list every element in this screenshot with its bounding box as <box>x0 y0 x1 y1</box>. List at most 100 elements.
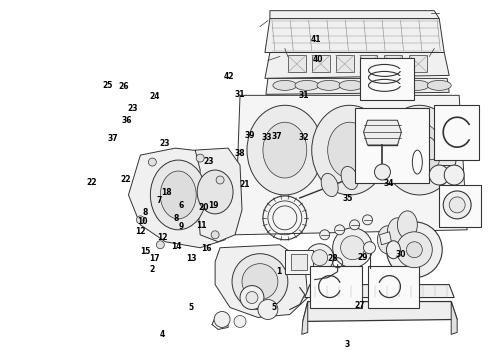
Ellipse shape <box>363 215 372 225</box>
Ellipse shape <box>374 164 391 180</box>
Text: 31: 31 <box>235 90 245 99</box>
Ellipse shape <box>156 241 164 249</box>
Ellipse shape <box>148 158 156 166</box>
Polygon shape <box>379 232 392 245</box>
Polygon shape <box>265 53 449 78</box>
Text: 11: 11 <box>196 221 206 230</box>
Ellipse shape <box>317 80 341 90</box>
Ellipse shape <box>295 80 319 90</box>
Polygon shape <box>288 55 306 72</box>
Text: 34: 34 <box>384 179 394 188</box>
Ellipse shape <box>387 222 442 278</box>
Ellipse shape <box>361 80 385 90</box>
Text: 37: 37 <box>271 132 282 141</box>
Text: 10: 10 <box>137 217 148 226</box>
Text: 19: 19 <box>208 201 219 210</box>
Text: 6: 6 <box>179 201 184 210</box>
Text: 28: 28 <box>327 255 338 264</box>
Ellipse shape <box>341 236 365 260</box>
Text: 24: 24 <box>149 92 160 101</box>
Ellipse shape <box>429 165 449 185</box>
Ellipse shape <box>406 242 422 258</box>
Text: 36: 36 <box>122 116 132 125</box>
Ellipse shape <box>421 136 438 160</box>
Ellipse shape <box>388 218 407 246</box>
Ellipse shape <box>341 166 358 190</box>
Text: 4: 4 <box>159 330 165 339</box>
Ellipse shape <box>443 191 471 219</box>
Polygon shape <box>235 95 467 235</box>
Bar <box>291 254 307 270</box>
Ellipse shape <box>387 241 400 259</box>
Text: 31: 31 <box>298 91 309 100</box>
Text: 9: 9 <box>179 222 184 231</box>
Text: 17: 17 <box>149 254 160 263</box>
Text: 7: 7 <box>157 196 162 205</box>
Ellipse shape <box>427 80 451 90</box>
Ellipse shape <box>273 80 297 90</box>
Text: 8: 8 <box>174 214 179 223</box>
Ellipse shape <box>364 242 375 254</box>
Text: 33: 33 <box>262 133 272 142</box>
Ellipse shape <box>449 197 465 213</box>
Ellipse shape <box>246 292 258 303</box>
Polygon shape <box>305 285 454 298</box>
Ellipse shape <box>136 216 145 224</box>
Ellipse shape <box>397 122 441 178</box>
Text: 29: 29 <box>357 253 368 262</box>
Text: 22: 22 <box>120 175 131 184</box>
Text: 5: 5 <box>272 303 277 312</box>
Text: 5: 5 <box>189 303 194 312</box>
Text: 23: 23 <box>159 139 170 148</box>
Text: 23: 23 <box>127 104 138 113</box>
Polygon shape <box>270 11 439 19</box>
Ellipse shape <box>383 80 407 90</box>
Ellipse shape <box>335 225 344 235</box>
Ellipse shape <box>401 144 418 167</box>
Text: 20: 20 <box>198 203 209 212</box>
Bar <box>360 58 415 100</box>
Ellipse shape <box>211 231 219 239</box>
Ellipse shape <box>312 105 388 195</box>
Text: 1: 1 <box>276 267 282 276</box>
Polygon shape <box>336 55 354 72</box>
Text: 37: 37 <box>108 134 119 143</box>
Text: 16: 16 <box>201 244 211 253</box>
Text: 8: 8 <box>142 208 147 217</box>
Text: 38: 38 <box>235 149 245 158</box>
Polygon shape <box>128 148 235 248</box>
Polygon shape <box>409 55 427 72</box>
Polygon shape <box>265 19 444 53</box>
Ellipse shape <box>258 300 278 319</box>
Text: 3: 3 <box>345 341 350 350</box>
Text: 14: 14 <box>172 242 182 251</box>
Polygon shape <box>266 78 449 94</box>
Ellipse shape <box>382 105 457 195</box>
Bar <box>439 185 481 227</box>
Ellipse shape <box>333 228 372 268</box>
Text: 39: 39 <box>245 131 255 140</box>
Polygon shape <box>451 302 457 334</box>
Text: 26: 26 <box>119 82 129 91</box>
Ellipse shape <box>396 232 432 268</box>
Text: 23: 23 <box>203 157 214 166</box>
Ellipse shape <box>216 176 224 184</box>
Ellipse shape <box>247 105 323 195</box>
Text: 18: 18 <box>162 188 172 197</box>
Polygon shape <box>360 55 377 72</box>
Polygon shape <box>385 55 402 72</box>
Ellipse shape <box>349 220 360 230</box>
Text: 30: 30 <box>396 250 406 259</box>
Ellipse shape <box>405 80 429 90</box>
Text: 13: 13 <box>186 255 196 264</box>
Ellipse shape <box>263 122 307 178</box>
Text: 32: 32 <box>298 133 309 142</box>
Text: 12: 12 <box>135 228 146 237</box>
Ellipse shape <box>242 264 278 300</box>
Ellipse shape <box>196 154 204 162</box>
Ellipse shape <box>234 315 246 328</box>
Polygon shape <box>303 302 457 321</box>
Ellipse shape <box>444 165 464 185</box>
Ellipse shape <box>197 170 233 214</box>
Bar <box>310 266 362 307</box>
